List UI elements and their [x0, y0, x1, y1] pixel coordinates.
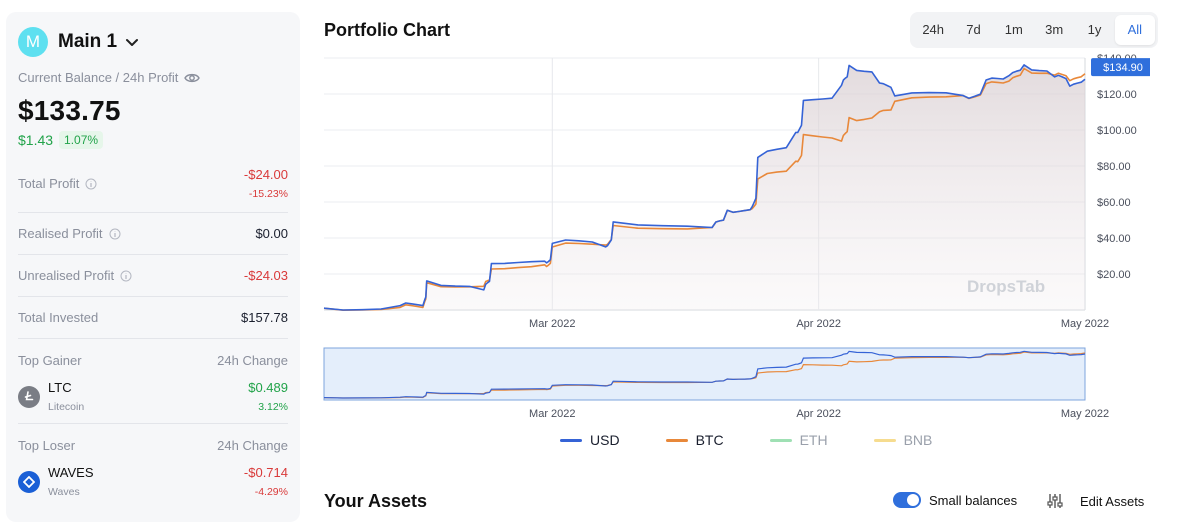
legend-item-eth[interactable]: ETH [769, 432, 828, 448]
x-axis-label: May 2022 [1061, 318, 1109, 330]
total-invested-row: Total Invested $157.78 [18, 297, 288, 339]
time-range-tabs: 24h 7d 1m 3m 1y All [910, 12, 1158, 48]
total-profit-percent: -15.23% [248, 188, 288, 200]
range-tab-24h[interactable]: 24h [922, 22, 945, 37]
current-balance: $133.75 [18, 95, 121, 126]
top-gainer-label: Top Gainer [18, 353, 82, 368]
total-profit-label: Total Profit [18, 176, 80, 191]
top-gainer-section: Top Gainer 24h Change LTC Litecoin $0.48… [18, 353, 288, 424]
y-axis-label: $20.00 [1097, 269, 1131, 281]
account-avatar: M [18, 27, 48, 57]
coin-symbol: LTC [48, 380, 72, 395]
info-icon[interactable] [109, 228, 121, 240]
legend-swatch [873, 438, 896, 442]
edit-assets-label: Edit Assets [1080, 493, 1145, 509]
waves-icon [18, 470, 40, 493]
chart-legend: USD BTC ETH BNB [560, 432, 978, 448]
profit-24h-percent-badge: 1.07% [59, 131, 104, 149]
range-tab-all[interactable]: All [1114, 15, 1155, 45]
coin-change-percent: -4.29% [254, 486, 288, 498]
edit-assets-button[interactable]: Edit Assets [1046, 492, 1144, 510]
coin-change-value: -$0.714 [243, 465, 288, 480]
profit-24h-amount: $1.43 [18, 132, 54, 148]
legend-item-btc[interactable]: BTC [665, 432, 724, 448]
litecoin-icon [18, 385, 40, 408]
realised-profit-label: Realised Profit [18, 226, 103, 241]
legend-swatch [769, 438, 792, 442]
unrealised-profit-label: Unrealised Profit [18, 268, 115, 283]
top-loser-section: Top Loser 24h Change WAVES Waves -$0.714… [18, 438, 288, 498]
current-value-badge [1091, 58, 1150, 77]
legend-label: ETH [799, 432, 828, 448]
range-tab-7d[interactable]: 7d [966, 22, 981, 37]
top-gainer-item[interactable]: LTC Litecoin $0.489 3.12% [18, 380, 288, 413]
legend-label: USD [590, 432, 620, 448]
portfolio-chart[interactable]: $140.00$120.00$100.00$80.00$60.00$40.00$… [320, 52, 1150, 424]
navigator-x-axis-label: Mar 2022 [529, 408, 575, 420]
top-loser-change-label: 24h Change [217, 438, 288, 453]
legend-item-usd[interactable]: USD [560, 432, 620, 448]
navigator-x-axis-label: May 2022 [1061, 408, 1109, 420]
x-axis-label: Mar 2022 [529, 318, 575, 330]
legend-label: BTC [695, 432, 724, 448]
y-axis-label: $60.00 [1097, 197, 1131, 209]
navigator-x-axis-label: Apr 2022 [796, 408, 841, 420]
current-value-label: $134.90 [1103, 62, 1143, 74]
top-loser-label: Top Loser [18, 438, 76, 453]
range-tab-1y[interactable]: 1y [1087, 22, 1102, 37]
y-axis-label: $100.00 [1097, 125, 1137, 137]
coin-symbol: WAVES [48, 465, 94, 480]
balance-label: Current Balance / 24h Profit [18, 70, 179, 85]
info-icon[interactable] [85, 178, 97, 190]
realised-profit-row: Realised Profit $0.00 [18, 213, 288, 255]
top-loser-item[interactable]: WAVES Waves -$0.714 -4.29% [18, 465, 288, 498]
assets-title: Your Assets [324, 491, 428, 511]
coin-name: Waves [48, 486, 80, 498]
small-balances-toggle[interactable] [893, 492, 921, 508]
y-axis-label: $40.00 [1097, 233, 1131, 245]
account-name: Main 1 [58, 31, 118, 52]
unrealised-profit-row: Unrealised Profit -$24.03 [18, 255, 288, 297]
eye-icon[interactable] [184, 72, 201, 84]
coin-name: Litecoin [48, 401, 85, 413]
small-balances-control[interactable]: Small balances [893, 492, 1017, 508]
y-axis-label: $120.00 [1097, 89, 1137, 101]
total-invested-value: $157.78 [241, 310, 288, 325]
account-selector[interactable]: M Main 1 [18, 26, 288, 58]
total-profit-row: Total Profit -$24.00 -15.23% [18, 155, 288, 213]
watermark-text: DropsTab [967, 277, 1045, 296]
x-axis-label: Apr 2022 [796, 318, 841, 330]
navigator-line-usd [323, 350, 1086, 399]
chart-title: Portfolio Chart [324, 20, 450, 40]
chevron-down-icon [126, 39, 139, 46]
series-line-usd [323, 64, 1086, 311]
coin-change-value: $0.489 [248, 380, 288, 395]
y-axis-label: $80.00 [1097, 161, 1131, 173]
sliders-icon [1047, 494, 1063, 508]
realised-profit-value: $0.00 [255, 226, 288, 241]
legend-item-bnb[interactable]: BNB [873, 432, 933, 448]
range-tab-1m[interactable]: 1m [1004, 22, 1023, 37]
range-tab-3m[interactable]: 3m [1045, 22, 1064, 37]
chart-navigator [323, 347, 1086, 401]
total-profit-value: -$24.00 [243, 167, 288, 182]
coin-change-percent: 3.12% [258, 401, 288, 413]
legend-swatch [665, 438, 688, 442]
legend-swatch [560, 438, 582, 442]
portfolio-summary-panel: M Main 1 Current Balance / 24h Profit $1… [6, 12, 300, 522]
series-line-btc [323, 67, 1086, 311]
area-fill [324, 64, 1085, 311]
total-invested-label: Total Invested [18, 310, 99, 325]
small-balances-label: Small balances [929, 492, 1018, 508]
top-gainer-change-label: 24h Change [217, 353, 288, 368]
legend-label: BNB [903, 432, 933, 448]
info-icon[interactable] [120, 270, 132, 282]
unrealised-profit-value: -$24.03 [243, 268, 288, 283]
